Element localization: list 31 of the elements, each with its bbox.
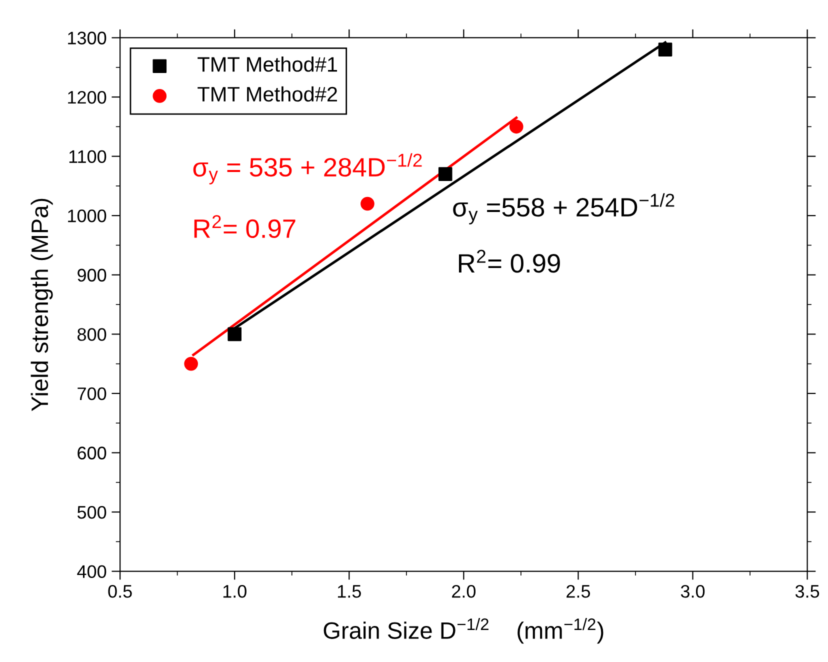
y-tick-label: 800 [78, 328, 106, 341]
annotation: σ$_{y}$ =558 + 254D$^{−1/2}$ [453, 193, 674, 224]
y-tick-label: 600 [78, 446, 106, 460]
y-tick-label: 900 [78, 268, 106, 282]
y-tick-label: 1300 [68, 32, 106, 44]
y-tick-label: 1200 [68, 90, 106, 104]
point [658, 42, 672, 56]
point [509, 120, 524, 134]
x-tick-label: 3.0 [680, 584, 705, 598]
x-tick-label: 2.0 [452, 584, 476, 598]
y-tick-label: 400 [77, 565, 106, 578]
x-tick-label: 0.5 [108, 584, 132, 598]
y-tick-label: 500 [77, 506, 106, 519]
annotation: R$^{2}$= 0.97 [194, 215, 296, 238]
legend-label: TMT Method#1 [198, 56, 338, 72]
x-tick-label: 1.0 [223, 584, 246, 598]
annotation: R$^{2}$= 0.99 [458, 250, 560, 273]
text: Grain Size D$^{−1/2}$ (mm$^{−1/2}$) [324, 618, 604, 644]
y-tick-label: 700 [78, 387, 106, 400]
y-axis-title: Yield strength (MPa) [30, 198, 53, 412]
point [438, 167, 452, 181]
point [360, 196, 374, 211]
annotation: σ$_{y}$ = 535 + 284D$^{−1/2}$ [193, 153, 422, 184]
y-tick-label: 1100 [69, 150, 106, 164]
y-tick-label: 1000 [68, 210, 106, 222]
legend-label: TMT Method#2 [198, 86, 337, 102]
x-tick-label: 3.5 [795, 584, 820, 598]
x-tick-label: 2.5 [566, 584, 590, 598]
point [228, 327, 242, 342]
point [184, 356, 198, 371]
x-tick-label: 1.5 [338, 585, 361, 598]
